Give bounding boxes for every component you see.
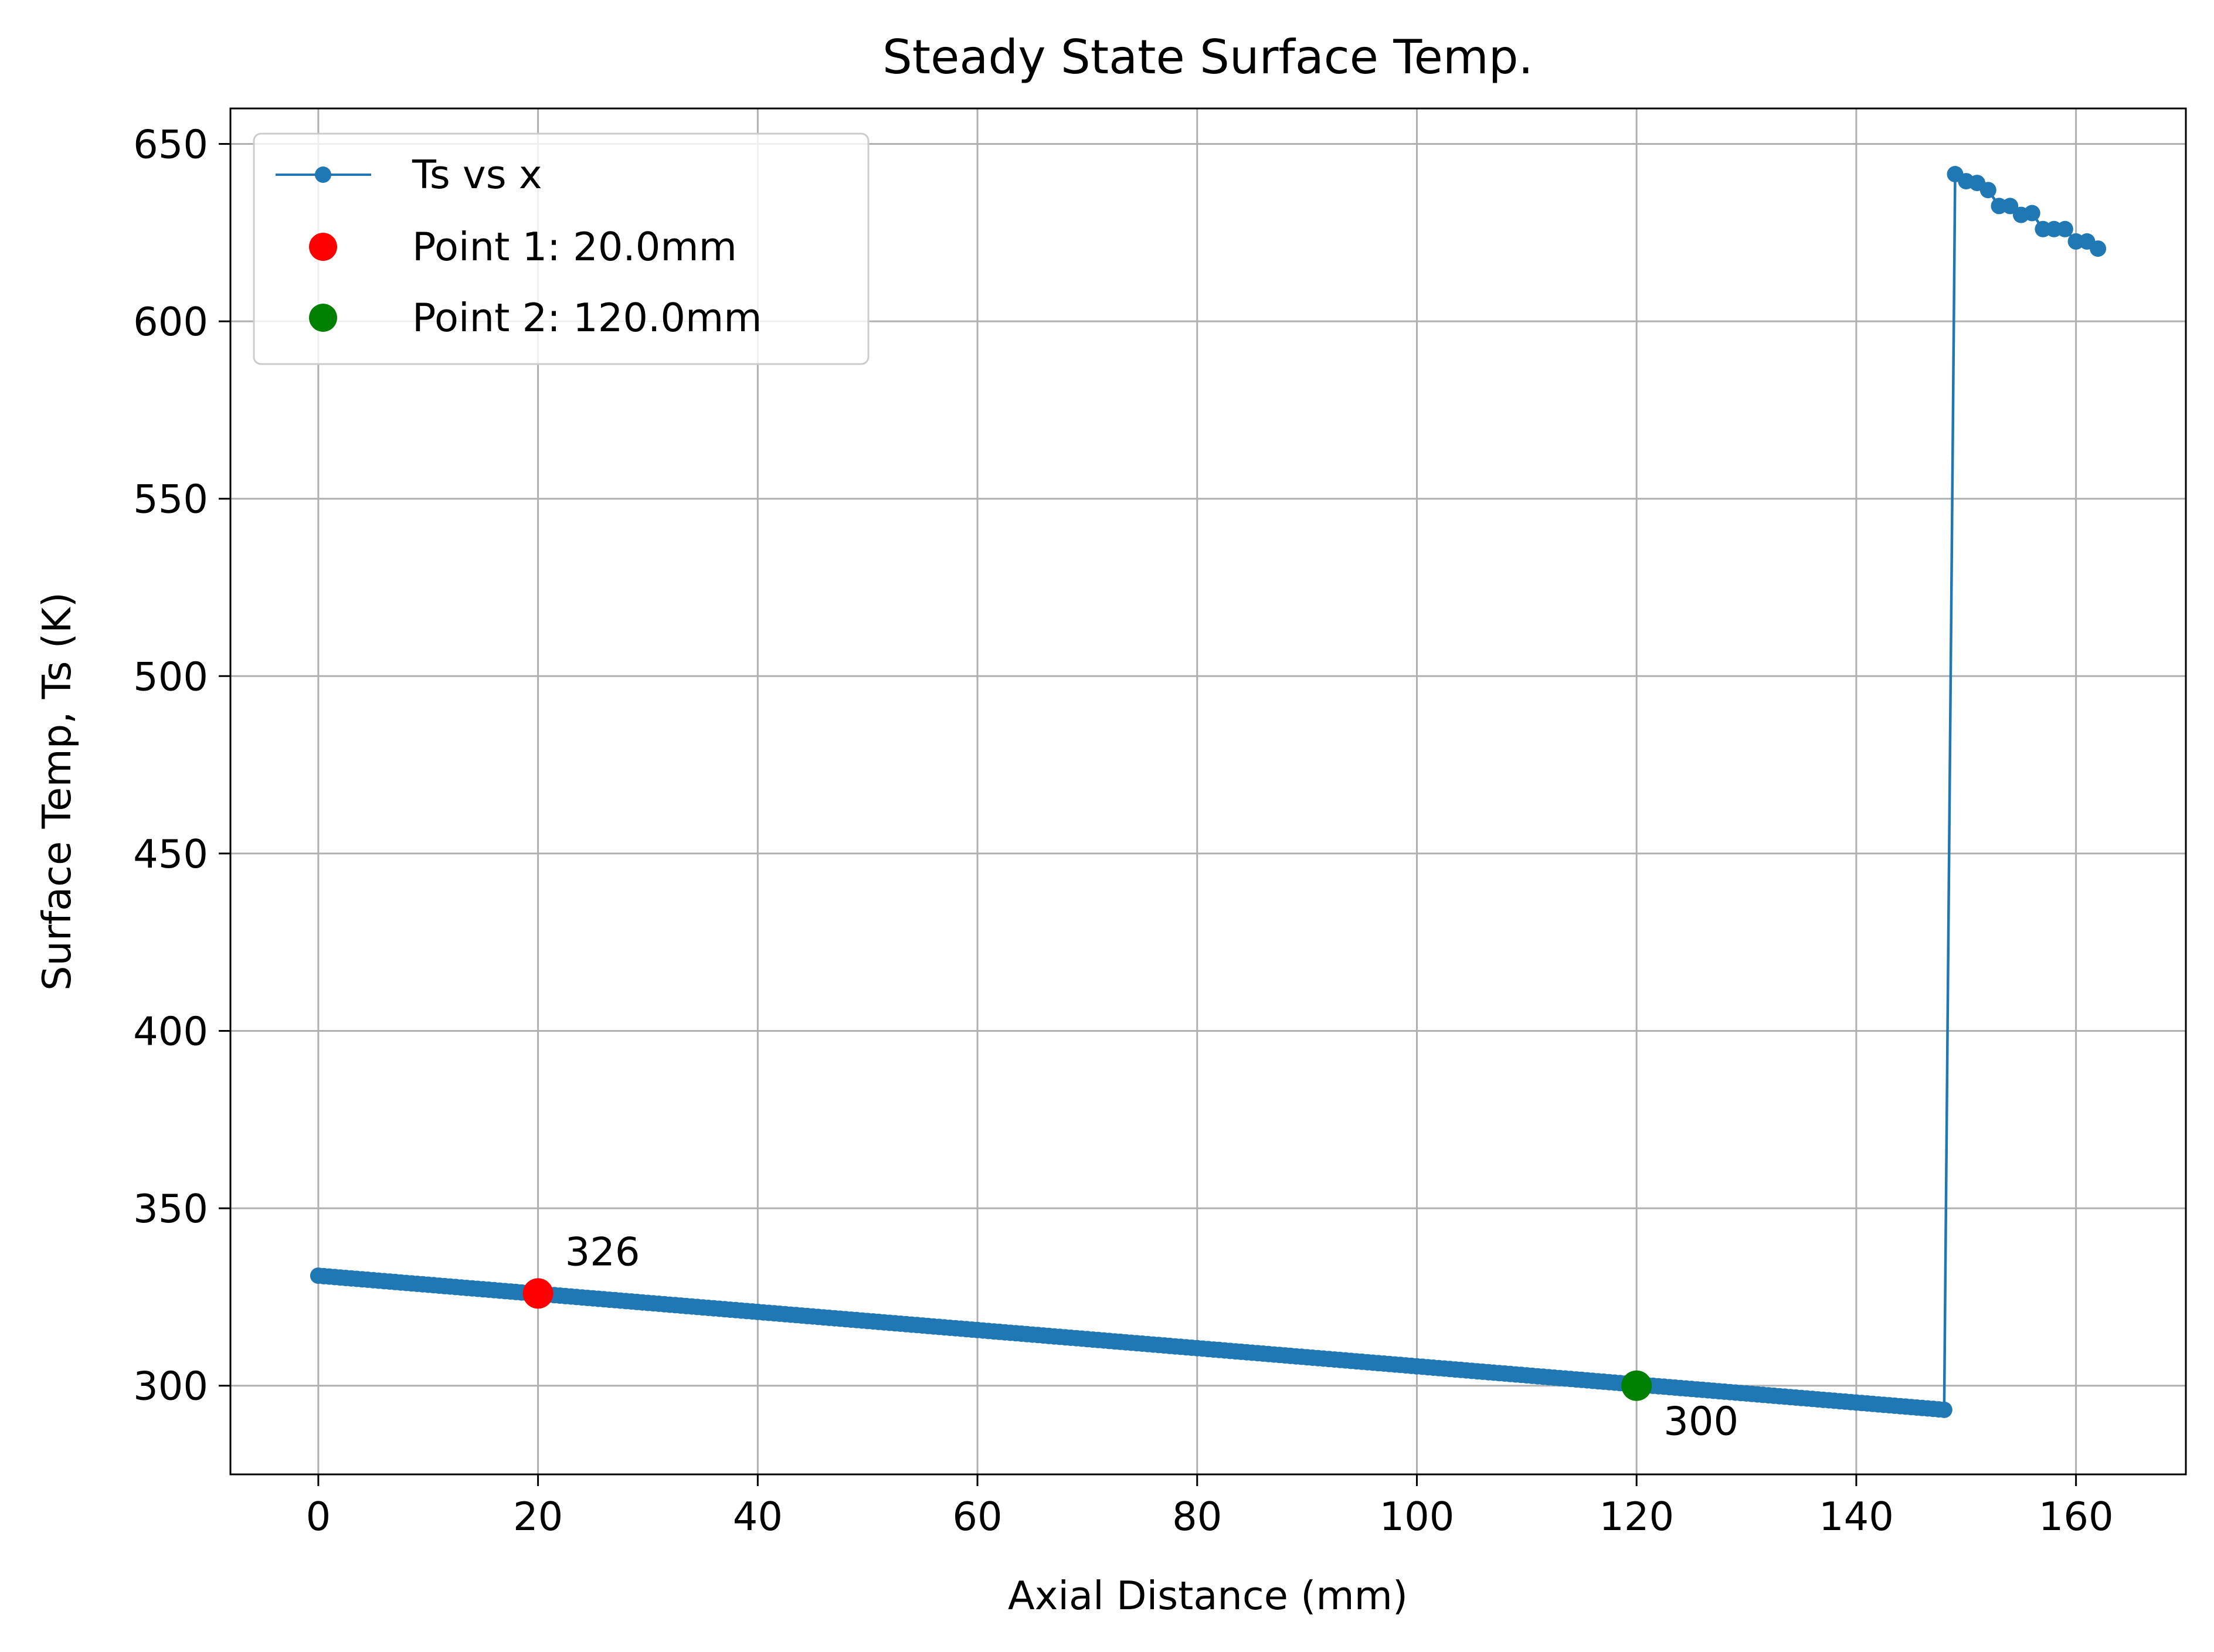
plot-frame (229, 107, 2187, 1476)
x-tick-label: 80 (1172, 1494, 1222, 1539)
legend: Ts vs x Point 1: 20.0mm Point 2: 120.0mm (253, 132, 870, 365)
legend-entry-point1: Point 1: 20.0mm (412, 224, 737, 270)
ticks: 0 20 40 60 80 100 120 140 160 300 350 400 450 500 550 6… (133, 122, 2113, 1539)
x-tick-label: 140 (1819, 1494, 1894, 1539)
highlight-point-2 (1621, 1370, 1652, 1401)
series-point (2002, 198, 2019, 215)
series-point (2090, 240, 2107, 257)
y-tick-label: 650 (133, 122, 208, 168)
highlight-point-2-label: 300 (1663, 1399, 1738, 1444)
highlight-point-1 (522, 1278, 554, 1309)
highlight-point-1-label: 326 (565, 1229, 640, 1274)
series-point (1935, 1401, 1952, 1418)
legend-entry-ts-vs-x: Ts vs x (412, 152, 542, 198)
chart-title: Steady State Surface Temp. (882, 30, 1533, 84)
y-tick-label: 500 (133, 654, 208, 699)
y-tick-label: 600 (133, 299, 208, 345)
y-axis-label: Surface Temp, Ts (K) (34, 592, 80, 991)
y-tick-label: 350 (133, 1186, 208, 1232)
x-tick-label: 40 (733, 1494, 783, 1539)
highlight-layer: 326 300 (522, 1229, 1738, 1444)
x-tick-label: 120 (1599, 1494, 1674, 1539)
legend-point2-swatch (309, 304, 337, 332)
x-tick-label: 100 (1380, 1494, 1455, 1539)
x-axis-label: Axial Distance (mm) (1008, 1573, 1408, 1619)
legend-entry-point2: Point 2: 120.0mm (412, 295, 762, 341)
y-tick-label: 300 (133, 1364, 208, 1409)
y-tick-label: 400 (133, 1009, 208, 1055)
x-tick-label: 60 (952, 1494, 1002, 1539)
x-tick-label: 0 (306, 1494, 331, 1539)
series-point (1979, 182, 1996, 199)
y-tick-label: 450 (133, 831, 208, 877)
legend-box (253, 132, 870, 365)
series-point (2056, 220, 2073, 237)
y-tick-label: 550 (133, 477, 208, 522)
x-tick-label: 160 (2039, 1494, 2114, 1539)
series-point (2023, 205, 2040, 222)
legend-series-marker-swatch (315, 166, 331, 183)
legend-point1-swatch (309, 233, 337, 261)
x-tick-label: 20 (513, 1494, 563, 1539)
